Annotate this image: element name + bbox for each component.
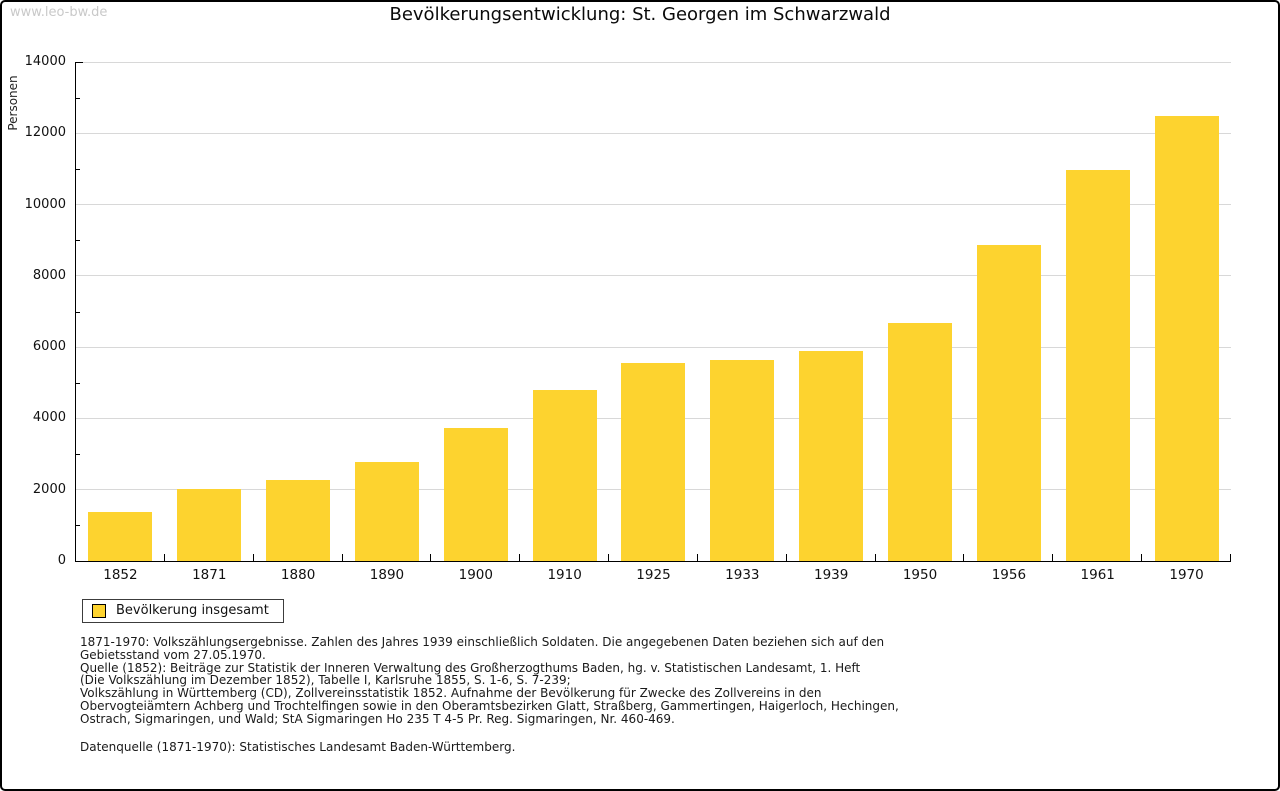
- x-axis-tick: [341, 554, 343, 561]
- chart-title: Bevölkerungsentwicklung: St. Georgen im …: [389, 4, 891, 25]
- y-minor-tick: [76, 240, 80, 242]
- x-axis-tick: [874, 554, 876, 561]
- bar-slot: 1970: [1142, 62, 1231, 583]
- x-tick-label: 1910: [547, 567, 582, 583]
- population-bar: [888, 322, 953, 561]
- x-axis-tick: [963, 554, 965, 561]
- bar-slot: 1956: [964, 62, 1053, 583]
- y-minor-tick: [76, 311, 80, 313]
- population-bar: [621, 363, 686, 561]
- population-bar: [443, 427, 508, 561]
- gridline: [76, 346, 1231, 348]
- chart-legend: Bevölkerung insgesamt: [82, 599, 284, 623]
- x-tick-label: 1871: [192, 567, 227, 583]
- x-tick-label: 1900: [458, 567, 493, 583]
- bar-slot: 1852: [76, 62, 165, 583]
- y-axis-top-corner: [76, 62, 83, 63]
- source-notes: 1871-1970: Volkszählungsergebnisse. Zahl…: [80, 636, 899, 726]
- y-tick-label: 4000: [32, 410, 66, 426]
- y-tick-label: 6000: [32, 339, 66, 355]
- bar-slot: 1910: [520, 62, 609, 583]
- source-note-line: 1871-1970: Volkszählungsergebnisse. Zahl…: [80, 635, 885, 649]
- bar-slot: 1925: [609, 62, 698, 583]
- x-axis-tick: [696, 554, 698, 561]
- population-bar: [266, 479, 331, 561]
- source-note-line: Volkszählung in Württemberg (CD), Zollve…: [80, 686, 822, 701]
- population-bar: [88, 511, 153, 561]
- x-tick-label: 1890: [369, 567, 405, 583]
- source-note-line: Gebietsstand vom 27.05.1970.: [80, 647, 266, 662]
- population-bar: [710, 360, 775, 561]
- y-tick-label: 0: [57, 553, 66, 568]
- x-axis-tick: [1230, 554, 1231, 561]
- population-bar: [532, 389, 597, 561]
- y-minor-tick: [76, 382, 80, 384]
- population-bar: [1154, 116, 1219, 561]
- bar-slot: 1961: [1053, 62, 1142, 583]
- x-tick-label: 1939: [814, 567, 849, 583]
- population-bar: [976, 245, 1041, 561]
- legend-label: Bevölkerung insgesamt: [116, 603, 269, 618]
- population-bar: [354, 461, 419, 561]
- population-bar: [177, 488, 242, 561]
- source-note-line: Obervogteiämtern Achberg und Trochtelfin…: [80, 698, 899, 713]
- bar-chart-plot-area: 1852 1871 1880 1890 1900 1910 1925 1933 1939 1950…: [75, 61, 1231, 583]
- y-tick-label: 14000: [24, 54, 66, 69]
- population-bar: [1065, 169, 1130, 561]
- x-tick-label: 1961: [1080, 567, 1115, 583]
- y-minor-tick: [76, 454, 80, 456]
- source-note-line: Ostrach, Sigmaringen, und Wald; StA Sigm…: [80, 711, 675, 726]
- legend-color-swatch: [92, 603, 106, 618]
- x-tick-label: 1956: [991, 567, 1027, 583]
- x-tick-label: 1925: [636, 567, 671, 583]
- y-tick-label: 8000: [32, 267, 66, 283]
- x-axis-tick: [1052, 554, 1054, 561]
- x-axis-tick: [785, 554, 787, 561]
- source-note-line: (Die Volkszählung im Dezember 1852), Tab…: [80, 673, 571, 688]
- x-tick-label: 1880: [280, 567, 316, 583]
- x-axis-tick: [163, 554, 165, 561]
- source-note-line: Quelle (1852): Beiträge zur Statistik de…: [80, 660, 861, 675]
- gridline: [76, 132, 1231, 134]
- gridline: [76, 275, 1231, 277]
- x-axis-tick: [608, 554, 610, 561]
- data-source-note: Datenquelle (1871-1970): Statistisches L…: [80, 740, 516, 754]
- bar-slot: 1939: [787, 62, 876, 583]
- x-tick-label: 1933: [725, 567, 760, 583]
- x-tick-label: 1970: [1169, 567, 1204, 583]
- x-tick-label: 1950: [902, 567, 938, 583]
- site-watermark: www.leo-bw.de: [10, 5, 108, 20]
- x-axis-tick: [430, 554, 432, 561]
- bar-slot: 1880: [254, 62, 343, 583]
- y-minor-tick: [76, 525, 80, 527]
- gridline: [76, 61, 1231, 63]
- bar-slot: 1890: [343, 62, 432, 583]
- population-bar: [799, 351, 864, 561]
- y-tick-label: 10000: [24, 196, 66, 212]
- bar-slot: 1871: [165, 62, 254, 583]
- x-tick-label: 1852: [103, 567, 138, 583]
- y-tick-label: 12000: [24, 125, 66, 141]
- x-axis-tick: [252, 554, 254, 561]
- x-axis-tick: [519, 554, 521, 561]
- y-minor-tick: [76, 97, 80, 99]
- x-axis-tick: [1141, 554, 1143, 561]
- y-minor-tick: [76, 168, 80, 170]
- bar-slot: 1950: [876, 62, 965, 583]
- bar-slot: 1933: [698, 62, 787, 583]
- y-tick-label: 2000: [32, 481, 66, 497]
- bar-slot: 1900: [431, 62, 520, 583]
- gridline: [76, 204, 1231, 206]
